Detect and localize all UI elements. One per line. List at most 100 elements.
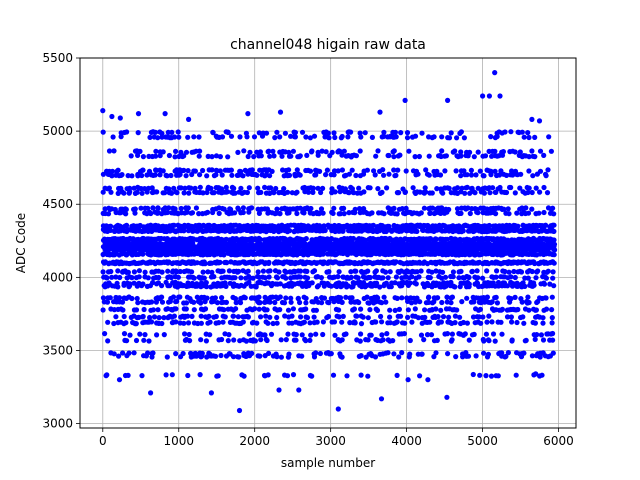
- data-point: [301, 319, 307, 325]
- data-point: [196, 134, 202, 140]
- data-point: [301, 210, 307, 216]
- data-point: [348, 269, 354, 275]
- data-point: [134, 295, 140, 302]
- data-point: [124, 129, 130, 135]
- data-point: [521, 350, 527, 356]
- data-point: [203, 338, 209, 344]
- data-point: [354, 313, 360, 319]
- data-point: [192, 185, 198, 191]
- data-point: [115, 268, 121, 274]
- data-point: [480, 314, 486, 320]
- data-point: [414, 228, 420, 234]
- data-point: [448, 130, 454, 136]
- data-point: [203, 284, 210, 290]
- data-point: [128, 153, 134, 159]
- data-point: [460, 319, 467, 326]
- data-point: [328, 351, 334, 357]
- data-point: [191, 307, 197, 313]
- y-tick-label: 5000: [42, 124, 73, 138]
- data-point: [236, 268, 242, 274]
- data-point: [439, 206, 445, 212]
- data-point: [396, 354, 402, 360]
- data-point: [471, 331, 477, 337]
- data-point: [339, 133, 345, 140]
- data-point: [461, 168, 467, 174]
- data-point: [132, 206, 138, 212]
- data-point: [185, 205, 191, 211]
- data-point: [550, 269, 556, 275]
- data-point: [450, 274, 456, 280]
- data-point: [241, 148, 247, 154]
- data-point: [383, 269, 389, 275]
- data-point: [367, 185, 373, 191]
- data-point: [481, 350, 487, 356]
- data-point: [317, 168, 323, 174]
- data-point: [160, 149, 166, 155]
- data-point: [551, 252, 557, 258]
- data-point: [444, 394, 450, 400]
- data-point: [499, 306, 505, 312]
- data-point: [351, 306, 357, 312]
- data-point: [159, 269, 165, 275]
- data-point: [246, 331, 252, 337]
- data-point: [366, 300, 372, 306]
- data-point: [121, 313, 127, 320]
- data-point: [512, 274, 518, 281]
- data-point: [440, 190, 446, 196]
- data-point: [550, 350, 556, 356]
- data-point: [525, 189, 531, 196]
- data-point: [428, 332, 435, 338]
- data-point: [282, 130, 288, 136]
- data-point: [129, 173, 135, 179]
- data-point: [454, 135, 460, 141]
- data-point: [386, 171, 392, 177]
- data-point: [183, 173, 189, 179]
- data-point: [230, 354, 237, 360]
- data-point: [169, 129, 175, 135]
- data-point: [161, 315, 167, 321]
- data-point: [335, 168, 341, 174]
- data-point: [512, 190, 518, 196]
- data-point: [448, 279, 454, 285]
- data-point: [199, 350, 205, 356]
- data-point: [263, 313, 269, 319]
- data-point: [183, 149, 190, 155]
- data-point: [523, 205, 529, 211]
- data-point: [459, 185, 465, 191]
- data-point: [526, 134, 532, 141]
- data-point: [551, 228, 557, 234]
- data-point: [225, 154, 231, 160]
- data-point: [341, 205, 347, 211]
- data-point: [475, 210, 481, 216]
- data-point: [266, 350, 272, 356]
- data-point: [218, 352, 224, 359]
- data-point: [173, 306, 179, 312]
- data-point: [120, 350, 126, 356]
- data-point: [161, 332, 167, 338]
- data-point: [309, 148, 315, 154]
- data-point: [424, 332, 431, 338]
- data-point: [111, 351, 117, 357]
- data-point: [375, 186, 381, 192]
- data-point: [173, 148, 179, 154]
- data-point: [277, 109, 284, 115]
- data-point: [126, 350, 132, 356]
- data-point: [140, 154, 146, 160]
- data-point: [393, 134, 399, 140]
- data-point: [498, 319, 504, 325]
- data-point: [245, 314, 251, 320]
- data-point: [444, 331, 451, 337]
- data-point: [304, 315, 311, 321]
- data-point: [244, 189, 250, 196]
- data-point: [263, 130, 270, 136]
- data-point: [454, 185, 461, 191]
- data-point: [321, 295, 328, 301]
- data-point: [417, 373, 423, 379]
- data-point: [150, 205, 156, 211]
- data-point: [313, 350, 319, 356]
- data-point: [361, 189, 367, 195]
- data-point: [249, 205, 255, 211]
- data-point: [531, 282, 537, 288]
- data-point: [299, 353, 305, 359]
- data-point: [100, 129, 106, 135]
